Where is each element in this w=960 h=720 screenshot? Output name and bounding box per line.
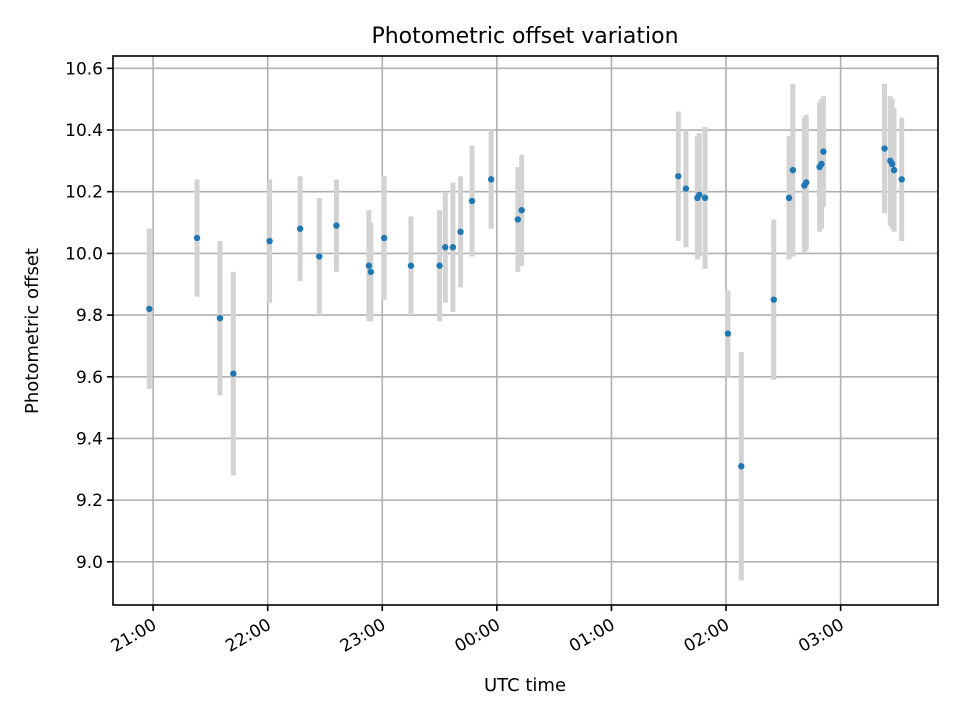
data-point bbox=[146, 305, 153, 313]
data-point bbox=[367, 268, 375, 276]
data-point bbox=[890, 166, 898, 174]
y-tick-label: 10.2 bbox=[65, 183, 103, 203]
data-point bbox=[770, 296, 777, 303]
y-tick-label: 9.6 bbox=[76, 368, 103, 388]
data-point bbox=[675, 173, 682, 180]
data-point bbox=[407, 262, 415, 269]
data-points bbox=[146, 145, 905, 470]
x-axis-label: UTC time bbox=[484, 675, 566, 696]
data-point bbox=[724, 330, 732, 337]
data-point bbox=[682, 185, 690, 192]
data-point bbox=[888, 160, 896, 168]
data-point bbox=[818, 160, 825, 168]
data-point bbox=[457, 228, 464, 236]
data-point bbox=[881, 145, 888, 152]
data-point bbox=[365, 262, 373, 269]
data-point bbox=[296, 225, 304, 232]
data-point bbox=[380, 234, 388, 242]
data-point bbox=[316, 253, 323, 260]
y-axis: 9.0 9.2 9.4 9.6 9.8 10.0 10.2 10.4 10.6 bbox=[65, 59, 113, 573]
data-point bbox=[785, 194, 793, 202]
data-point bbox=[701, 194, 709, 202]
y-tick-label: 10.6 bbox=[65, 59, 103, 79]
data-point bbox=[898, 176, 905, 183]
y-tick-label: 9.2 bbox=[76, 491, 103, 511]
y-axis-label: Photometric offset bbox=[22, 248, 43, 414]
y-tick-label: 9.4 bbox=[76, 429, 103, 449]
y-tick-label: 10.4 bbox=[65, 121, 103, 141]
y-tick-label: 10.0 bbox=[65, 244, 103, 264]
y-tick-label: 9.8 bbox=[76, 306, 103, 326]
data-point bbox=[518, 207, 525, 214]
data-point bbox=[468, 197, 476, 205]
data-point bbox=[216, 314, 224, 322]
data-point bbox=[514, 216, 522, 223]
data-point bbox=[696, 191, 703, 198]
data-point bbox=[449, 244, 457, 251]
data-point bbox=[266, 237, 273, 245]
y-tick-label: 9.0 bbox=[76, 553, 103, 573]
data-point bbox=[789, 166, 797, 174]
data-point bbox=[487, 176, 495, 183]
data-point bbox=[230, 370, 237, 377]
chart-title: Photometric offset variation bbox=[371, 24, 678, 49]
data-point bbox=[738, 463, 745, 470]
data-point bbox=[333, 222, 340, 229]
data-point bbox=[820, 148, 827, 155]
data-point bbox=[803, 179, 810, 186]
data-point bbox=[193, 234, 201, 242]
plot-frame bbox=[112, 55, 939, 606]
data-point bbox=[436, 262, 443, 269]
data-point bbox=[442, 244, 449, 251]
